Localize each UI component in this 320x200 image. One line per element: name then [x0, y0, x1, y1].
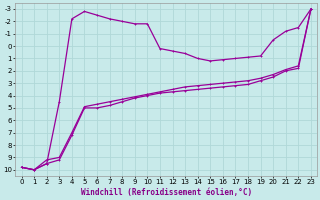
- X-axis label: Windchill (Refroidissement éolien,°C): Windchill (Refroidissement éolien,°C): [81, 188, 252, 197]
